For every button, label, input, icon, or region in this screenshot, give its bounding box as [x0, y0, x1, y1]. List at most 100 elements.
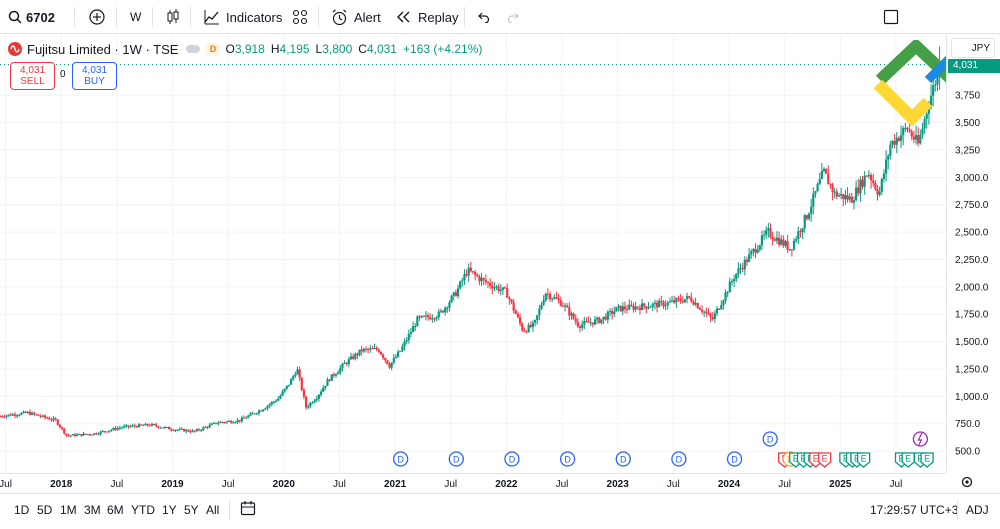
candle	[97, 432, 100, 436]
candle	[392, 354, 395, 365]
dividend-marker-icon[interactable]: D	[671, 451, 687, 467]
candle	[720, 300, 723, 310]
currency-button[interactable]: JPY	[951, 38, 995, 58]
candle	[238, 420, 241, 424]
time-tick-label: 2023	[607, 479, 630, 490]
candle	[643, 302, 646, 310]
price-axis[interactable]: 3,750 3,500 3,250 3,000.0 2,750.0 2,500.0 2,25…	[947, 35, 1000, 473]
candle	[578, 325, 582, 333]
candle	[157, 425, 160, 429]
period-1d[interactable]: 1D	[14, 503, 30, 517]
candle	[788, 249, 791, 252]
candle	[285, 385, 288, 391]
candle	[668, 297, 672, 303]
interval-button[interactable]: W	[130, 10, 142, 24]
period-5y[interactable]: 5Y	[184, 503, 199, 517]
time-scale[interactable]: Jul 2018 Jul 2019 Jul 2020 Jul 2021 Jul 2022 Jul 20…	[0, 473, 946, 493]
candle	[561, 301, 564, 307]
candle	[484, 274, 487, 285]
candle	[649, 305, 652, 308]
candle	[283, 388, 286, 394]
candle	[615, 307, 618, 312]
candle	[167, 426, 171, 430]
period-5d[interactable]: 5D	[37, 503, 53, 517]
period-6m[interactable]: 6M	[107, 503, 124, 517]
candle	[934, 80, 937, 92]
replay-button[interactable]: Replay	[396, 0, 458, 34]
adj-toggle[interactable]: ADJ	[966, 503, 989, 517]
time-axis[interactable]: Jul 2018 Jul 2019 Jul 2020 Jul 2021 Jul 2022 Jul 20…	[0, 474, 946, 494]
dividend-marker-icon[interactable]: D	[762, 431, 778, 447]
candle	[912, 130, 915, 143]
candle	[304, 395, 308, 410]
candle	[390, 362, 393, 371]
period-1m[interactable]: 1M	[60, 503, 77, 517]
dividend-marker-icon[interactable]: D	[615, 451, 631, 467]
candle	[666, 301, 669, 310]
candle	[322, 385, 325, 393]
earnings-marker-icon[interactable]: E	[920, 452, 934, 468]
dividend-marker-icon[interactable]: D	[726, 451, 743, 467]
period-ytd[interactable]: YTD	[131, 503, 155, 517]
candle	[330, 374, 333, 381]
earnings-marker-icon[interactable]: E	[856, 452, 871, 468]
candle	[13, 411, 17, 419]
candle	[170, 427, 173, 432]
time-tick-label: Jul	[890, 479, 903, 490]
undo-button[interactable]	[476, 0, 490, 34]
candle	[722, 299, 725, 310]
chart-type-button[interactable]	[165, 0, 181, 34]
candle	[919, 129, 922, 145]
earnings-marker-icon[interactable]: E	[901, 452, 915, 468]
candle	[176, 429, 179, 432]
compare-button[interactable]	[88, 0, 106, 34]
candle	[745, 256, 749, 267]
candle	[441, 310, 445, 314]
candle	[161, 427, 164, 429]
candle	[150, 422, 154, 427]
price-scale[interactable]: 3,750 3,500 3,250 3,000.0 2,750.0 2,500.0 2,25…	[946, 35, 1000, 473]
symbol-search[interactable]: 6702	[8, 0, 55, 34]
price-tick-label: 3,750	[955, 91, 980, 102]
period-1y[interactable]: 1Y	[162, 503, 177, 517]
period-all[interactable]: All	[206, 503, 220, 517]
candle	[86, 434, 89, 436]
date-range-button[interactable]	[240, 500, 256, 521]
redo-button[interactable]	[507, 0, 521, 34]
candle	[482, 277, 485, 285]
dividend-marker-icon[interactable]: D	[448, 451, 464, 467]
chart-pane[interactable]: DDDDDDDDEDEEEEEEEEEEEEE	[0, 35, 946, 473]
dividend-marker-icon[interactable]: D	[504, 451, 520, 467]
fullscreen-button[interactable]	[883, 0, 899, 34]
candle	[217, 420, 220, 426]
templates-button[interactable]	[292, 0, 308, 34]
candle	[37, 414, 40, 416]
candle	[56, 418, 59, 426]
visibility-toggle-icon[interactable]	[186, 45, 201, 53]
split-marker-icon[interactable]	[912, 431, 929, 447]
candle	[294, 371, 297, 378]
indicators-button[interactable]: Indicators	[203, 0, 282, 34]
toolbar-divider	[190, 7, 191, 27]
currency-label: JPY	[971, 43, 990, 54]
buy-button[interactable]: 4,031 BUY	[72, 62, 117, 90]
dividend-marker-icon[interactable]: D	[393, 451, 409, 467]
dividend-marker-icon[interactable]: D	[559, 451, 576, 467]
candle	[444, 306, 447, 316]
candle	[71, 433, 74, 436]
earnings-marker-icon[interactable]: E	[818, 452, 832, 468]
clock-display[interactable]: 17:29:57 UTC+3	[870, 503, 959, 517]
alert-button[interactable]: Alert	[331, 0, 381, 34]
candle	[726, 291, 729, 298]
candle	[360, 346, 363, 356]
candle	[557, 293, 560, 304]
period-3m[interactable]: 3M	[84, 503, 101, 517]
candle	[844, 189, 847, 205]
settings-button[interactable]	[960, 475, 974, 494]
price-chart[interactable]: DDDDDDDDEDEEEEEEEEEEEEE	[0, 35, 946, 473]
candle	[925, 112, 928, 129]
series-title[interactable]: Fujitsu Limited · 1W · TSE	[27, 41, 179, 57]
sell-button[interactable]: 4,031 SELL	[10, 62, 55, 90]
candle	[82, 431, 85, 436]
open-key: O	[225, 42, 235, 56]
